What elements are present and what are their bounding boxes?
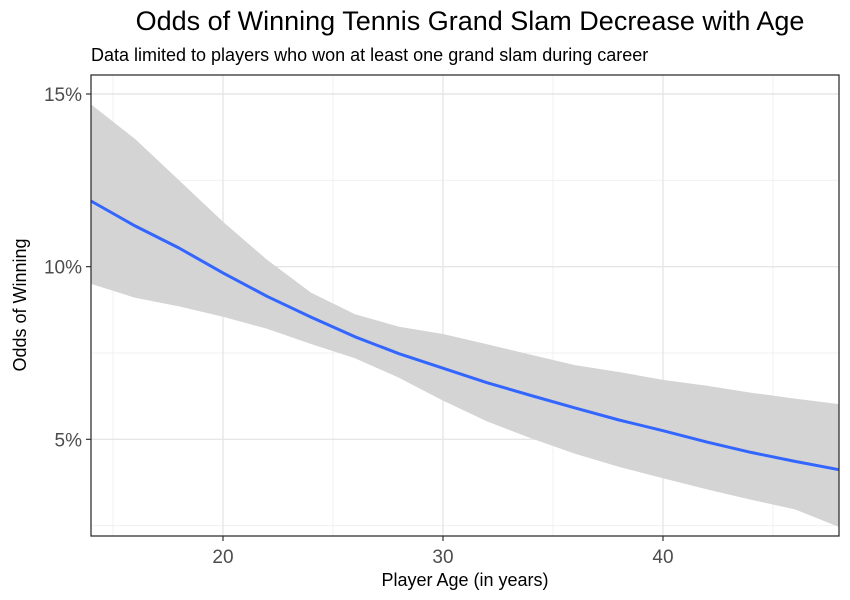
x-tick-label: 40: [652, 547, 673, 568]
y-tick-label: 10%: [44, 258, 82, 279]
y-tick-label: 5%: [55, 430, 83, 451]
chart-subtitle: Data limited to players who won at least…: [91, 45, 649, 65]
fit-line: [90, 199, 840, 472]
x-axis-title: Player Age (in years): [381, 570, 548, 590]
y-tick-label: 15%: [44, 85, 82, 106]
x-axis: 20 30 40: [212, 536, 674, 568]
chart-title: Odds of Winning Tennis Grand Slam Decrea…: [135, 6, 805, 36]
plot-border: [90, 74, 840, 537]
x-tick-label: 30: [432, 547, 453, 568]
y-axis: 5% 10% 15%: [44, 85, 91, 451]
confidence-band: [91, 104, 839, 528]
y-axis-title: Odds of Winning: [10, 238, 30, 371]
x-tick-label: 20: [212, 547, 233, 568]
